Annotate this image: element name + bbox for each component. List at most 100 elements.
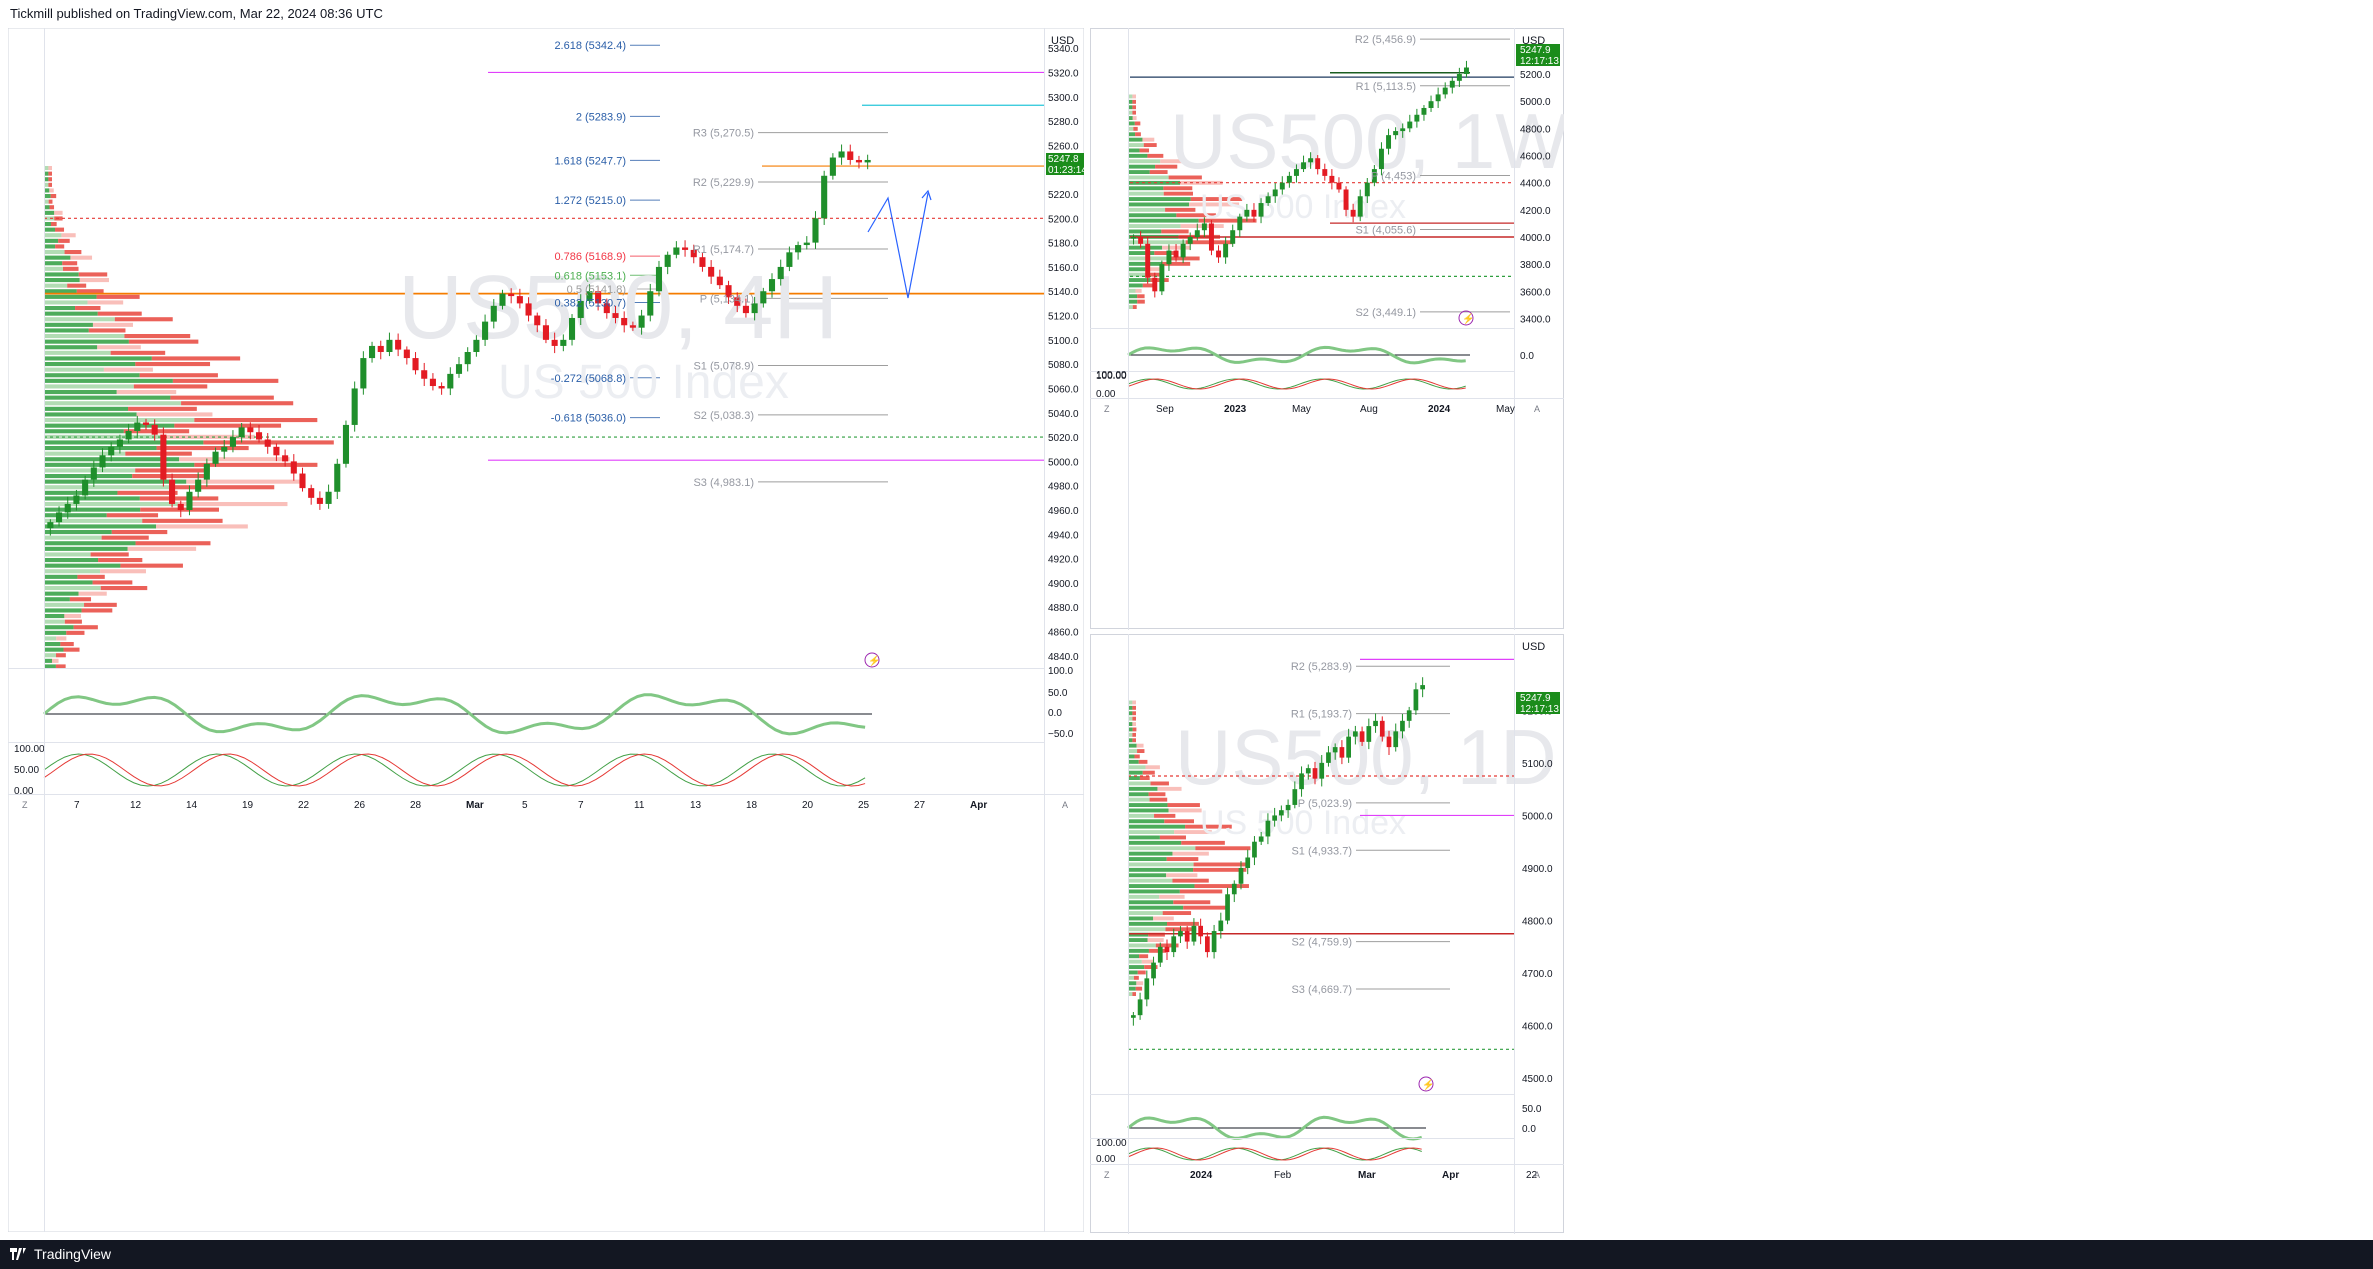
volume-bar-buy — [1128, 894, 1160, 899]
volume-bar-sell — [1160, 159, 1187, 164]
y-tick-label: 4880.0 — [1048, 603, 1079, 614]
candle-body — [1191, 925, 1197, 942]
candle-body — [768, 279, 776, 292]
volume-bar-buy — [1128, 965, 1145, 969]
x-tick-label: May — [1496, 404, 1515, 415]
volume-bar-buy — [1128, 911, 1163, 915]
volume-bar-sell — [55, 664, 66, 669]
y-tick-label: 4940.0 — [1048, 530, 1079, 541]
volume-bar-buy — [1128, 153, 1148, 158]
volume-bar-sell — [1150, 781, 1169, 786]
volume-bar-buy — [1128, 143, 1144, 147]
volume-bar-buy — [1128, 132, 1136, 137]
volume-bar-buy — [1128, 700, 1133, 705]
stochastic-oscillator: 100.00 0.00 — [1096, 1138, 1422, 1165]
price-axis[interactable]: 5200.0 5000.0 4800.0 4600.0 4400.0 4200.0 4000… — [1520, 70, 1551, 325]
candle-body — [1406, 710, 1412, 721]
volume-bar-sell — [1132, 105, 1136, 110]
volume-bar-sell — [1167, 921, 1199, 926]
volume-bar-sell — [106, 513, 159, 518]
candle-body — [742, 305, 749, 314]
z-icon[interactable]: Z — [1104, 1170, 1110, 1180]
candle-body — [455, 364, 463, 374]
volume-bar-buy — [1128, 830, 1175, 834]
volume-bar-buy — [1128, 240, 1186, 245]
daily-chart-1d[interactable]: US500, 1D US 500 Index R2 (5,283.9) R1 (5… — [1090, 634, 1564, 1234]
candle-body — [1238, 868, 1244, 884]
volume-bar-sell — [1148, 792, 1166, 797]
volume-bar-buy — [44, 278, 80, 283]
volume-bar-sell — [1144, 965, 1158, 969]
candle-body — [247, 427, 254, 433]
volume-bar-buy — [1128, 245, 1163, 250]
volume-bar-sell — [1139, 148, 1150, 153]
y-tick-label: 5000.0 — [1520, 97, 1551, 108]
main-chart-4h[interactable]: US500, 4H US 500 Index 2.618 (5342.4) 2 (… — [8, 28, 1084, 1232]
volume-bar-sell — [1145, 267, 1160, 272]
volume-bar-buy — [1128, 927, 1166, 932]
volume-bar-buy — [1128, 705, 1133, 710]
candle-body — [534, 315, 541, 326]
volume-bar-buy — [1128, 970, 1138, 975]
candle-body — [795, 245, 802, 253]
lightning-icon[interactable] — [864, 652, 880, 668]
pivot-label: R1 (5,174.7) — [693, 244, 754, 256]
volume-bar-buy — [44, 546, 128, 551]
volume-bar-buy — [44, 423, 175, 428]
z-icon[interactable]: Z — [22, 800, 28, 810]
volume-bar-sell — [1132, 732, 1136, 737]
volume-bar-sell — [48, 177, 52, 182]
candle-body — [90, 467, 97, 480]
lightning-icon[interactable] — [1418, 1076, 1434, 1092]
time-axis[interactable]: 2024 Feb Mar Apr 22 — [1190, 1170, 1538, 1181]
time-axis[interactable]: 7 12 14 19 22 26 28 Mar 5 7 11 13 18 20 25 27 Apr — [74, 800, 987, 811]
candle-body — [273, 446, 280, 456]
rsi-oscillator: 50.0 0.0 — [1127, 1104, 1542, 1141]
volume-bar-buy — [44, 322, 93, 327]
volume-bar-buy — [44, 524, 157, 529]
candle-body — [1371, 169, 1377, 183]
stochastic-oscillator: 100.00 50.00 0.00 — [14, 744, 866, 797]
volume-bar-sell — [1168, 175, 1202, 180]
osc-tick-label: 50.0 — [1048, 688, 1068, 699]
candle-body — [1319, 762, 1325, 779]
candle-body — [682, 247, 689, 250]
volume-bar-sell — [1162, 261, 1191, 266]
volume-bar-buy — [44, 266, 63, 271]
volume-bar-buy — [44, 490, 118, 495]
candle-body — [1145, 243, 1151, 278]
volume-bar-buy — [44, 586, 101, 591]
volume-bar-buy — [1128, 116, 1133, 120]
volume-bar-buy — [1128, 716, 1133, 721]
candle-body — [438, 386, 445, 389]
volume-bar-buy — [1128, 94, 1133, 99]
a-icon[interactable]: A — [1534, 404, 1540, 414]
candle-body — [464, 352, 471, 365]
brand-label: TradingView — [34, 1246, 112, 1262]
volume-bar-sell — [1167, 803, 1200, 807]
volume-bar-buy — [1128, 776, 1140, 780]
y-tick-label: 5060.0 — [1048, 384, 1079, 395]
volume-bar-sell — [84, 602, 117, 607]
rsi-line — [1127, 1115, 1423, 1141]
volume-bar-sell — [1136, 743, 1144, 748]
candle-body — [1456, 74, 1462, 81]
y-tick-label: 5000.0 — [1048, 457, 1079, 468]
x-tick-label: Apr — [970, 800, 987, 811]
time-axis[interactable]: Sep 2023 May Aug 2024 May — [1156, 404, 1515, 415]
pivot-label: S2 (3,449.1) — [1355, 307, 1416, 319]
price-axis[interactable]: 5340.05320.05300.05280.05260.05240.05220… — [1048, 44, 1079, 663]
weekly-chart-panel[interactable]: US500, 1W US 500 Index (5177.0)(5209.1)(… — [1090, 28, 1564, 630]
z-icon[interactable]: Z — [1104, 404, 1110, 414]
a-icon[interactable]: A — [1534, 1170, 1540, 1180]
volume-bar-buy — [1128, 770, 1143, 775]
volume-bar-buy — [44, 227, 56, 232]
volume-bar-sell — [96, 294, 140, 299]
price-tag-value: 5247.8 — [1048, 154, 1079, 165]
lightning-icon[interactable] — [1458, 310, 1474, 326]
x-tick-label: 11 — [634, 800, 645, 811]
volume-bar-buy — [1128, 900, 1174, 905]
volume-bar-sell — [1193, 862, 1248, 867]
candle-body — [482, 321, 489, 340]
a-icon[interactable]: A — [1062, 800, 1068, 810]
